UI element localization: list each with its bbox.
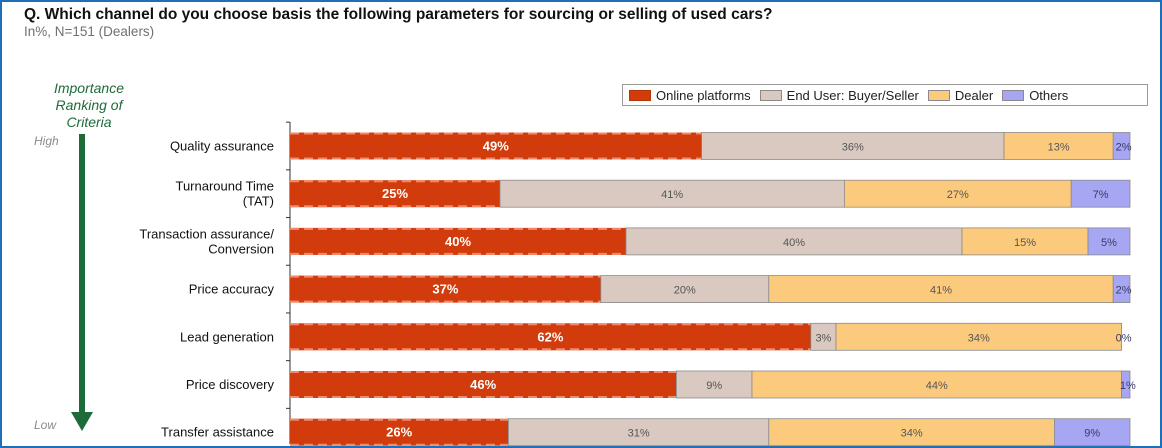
- legend: Online platforms End User: Buyer/Seller …: [622, 84, 1148, 106]
- legend-label-dealer: Dealer: [954, 87, 994, 103]
- bar-dealer: [768, 275, 1114, 304]
- category-label: (TAT): [243, 194, 274, 209]
- data-label: 25%: [382, 186, 408, 201]
- category-label: Price accuracy: [189, 282, 275, 297]
- ranking-high-label: High: [34, 134, 59, 148]
- bar-online-platforms: [290, 227, 626, 255]
- category-label: Transfer assistance: [161, 425, 274, 440]
- legend-label-end-user: End User: Buyer/Seller: [786, 87, 919, 103]
- data-label: 31%: [628, 428, 650, 440]
- bar-end-user-buyer-seller: [499, 179, 845, 208]
- data-label: 40%: [783, 237, 805, 249]
- importance-arrowhead: [71, 412, 93, 431]
- data-label: 3%: [815, 332, 831, 344]
- legend-item-online: Online platforms: [629, 88, 751, 103]
- chart-title: Q. Which channel do you choose basis the…: [24, 6, 773, 23]
- bar-dealer: [844, 179, 1072, 208]
- bar-others: [1112, 275, 1131, 304]
- chart-subtitle: In%, N=151 (Dealers): [24, 24, 155, 39]
- data-label: 41%: [930, 285, 952, 297]
- data-label: 37%: [432, 282, 458, 297]
- bar-others: [1070, 179, 1131, 208]
- data-label: 34%: [901, 428, 923, 440]
- category-label: Lead generation: [180, 329, 274, 344]
- data-label: 20%: [674, 285, 696, 297]
- data-label: 2%: [1116, 285, 1132, 297]
- data-label: 9%: [706, 380, 722, 392]
- data-label: 5%: [1101, 237, 1117, 249]
- bar-end-user-buyer-seller: [676, 370, 753, 399]
- bar-dealer: [751, 370, 1123, 399]
- bar-dealer: [961, 227, 1089, 256]
- data-label: 41%: [661, 189, 683, 201]
- bar-dealer: [1003, 132, 1114, 160]
- legend-swatch-dealer: [927, 89, 950, 101]
- bar-dealer: [768, 418, 1055, 447]
- bar-online-platforms: [290, 371, 677, 398]
- bar-end-user-buyer-seller: [625, 227, 963, 256]
- data-label: 26%: [386, 425, 412, 440]
- data-label: 44%: [926, 380, 948, 392]
- category-label: Conversion: [208, 241, 274, 256]
- bar-online-platforms: [290, 418, 509, 446]
- bar-online-platforms: [290, 275, 601, 303]
- data-label: 9%: [1084, 428, 1100, 440]
- bar-end-user-buyer-seller: [600, 275, 770, 304]
- legend-swatch-others: [1002, 89, 1025, 101]
- data-label: 62%: [537, 329, 563, 344]
- legend-label-online: Online platforms: [656, 87, 751, 103]
- bar-others: [1112, 132, 1131, 160]
- data-label: 15%: [1014, 237, 1036, 249]
- bar-online-platforms: [290, 323, 811, 351]
- bar-online-platforms: [290, 180, 500, 208]
- legend-item-others: Others: [1002, 88, 1068, 103]
- importance-ranking-label: Importance Ranking of Criteria: [53, 80, 125, 130]
- data-label: 0%: [1116, 332, 1132, 344]
- legend-swatch-end-user: [759, 89, 782, 101]
- legend-item-dealer: Dealer: [927, 87, 994, 103]
- bar-end-user-buyer-seller: [507, 418, 770, 447]
- category-label: Quality assurance: [170, 139, 274, 154]
- data-label: 7%: [1093, 189, 1109, 201]
- ranking-low-label: Low: [34, 418, 57, 432]
- legend-item-end-user: End User: Buyer/Seller: [759, 87, 919, 103]
- data-label: 46%: [470, 377, 496, 392]
- category-label: Transaction assurance/: [139, 226, 274, 241]
- bar-others: [1121, 370, 1131, 399]
- data-label: 2%: [1116, 142, 1132, 154]
- bar-online-platforms: [290, 132, 702, 160]
- data-label: 40%: [445, 234, 471, 249]
- bar-dealer: [835, 322, 1123, 351]
- category-label: Turnaround Time: [175, 179, 274, 194]
- data-label: 13%: [1048, 142, 1070, 154]
- category-label: Price discovery: [186, 377, 275, 392]
- bar-others: [1087, 227, 1131, 256]
- legend-swatch-online: [629, 89, 651, 101]
- data-label: 49%: [483, 139, 509, 154]
- data-label: 27%: [947, 189, 969, 201]
- data-label: 1%: [1120, 380, 1136, 392]
- data-label: 34%: [968, 332, 990, 344]
- legend-label-others: Others: [1029, 87, 1069, 103]
- data-label: 36%: [842, 142, 864, 154]
- bar-others: [1054, 418, 1131, 447]
